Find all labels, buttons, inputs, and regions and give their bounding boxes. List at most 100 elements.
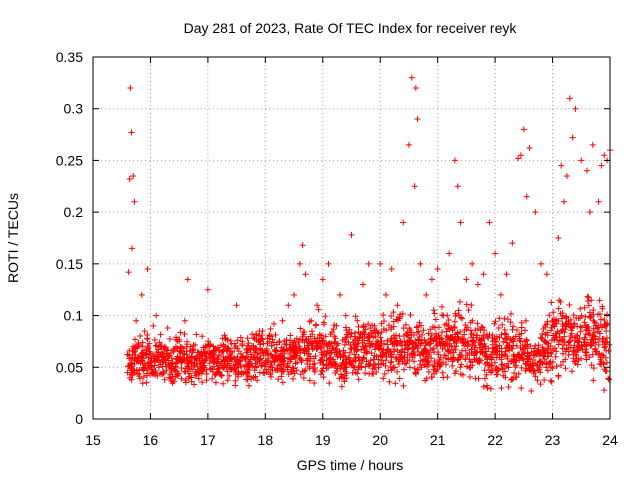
noise-point xyxy=(291,337,298,344)
noise-point xyxy=(443,328,450,335)
noise-point xyxy=(340,352,347,359)
data-point xyxy=(144,266,151,273)
noise-point xyxy=(505,360,512,367)
data-point xyxy=(130,172,137,179)
noise-point xyxy=(454,357,461,364)
data-point xyxy=(558,162,565,169)
noise-point xyxy=(220,380,227,387)
noise-point xyxy=(292,360,299,367)
noise-point xyxy=(343,359,350,366)
noise-point xyxy=(443,361,450,368)
noise-point xyxy=(352,337,359,344)
noise-point xyxy=(304,356,311,363)
noise-point xyxy=(228,340,235,347)
noise-point xyxy=(366,343,373,350)
noise-point xyxy=(533,350,540,357)
noise-point xyxy=(378,320,385,327)
noise-point xyxy=(532,373,539,380)
noise-point xyxy=(224,358,231,365)
noise-point xyxy=(236,358,243,365)
noise-point xyxy=(388,358,395,365)
noise-point xyxy=(463,363,470,370)
noise-point xyxy=(172,364,179,371)
noise-point xyxy=(232,377,239,384)
noise-point xyxy=(331,363,338,370)
noise-point xyxy=(561,339,568,346)
noise-point xyxy=(420,327,427,334)
noise-point xyxy=(368,350,375,357)
data-point xyxy=(291,291,298,298)
noise-point xyxy=(290,365,297,372)
noise-point xyxy=(381,370,388,377)
noise-point xyxy=(372,343,379,350)
noise-point xyxy=(264,340,271,347)
noise-point xyxy=(280,366,287,373)
noise-point xyxy=(496,315,503,322)
noise-point xyxy=(452,346,459,353)
noise-point xyxy=(400,332,407,339)
noise-point xyxy=(377,334,384,341)
noise-point xyxy=(203,353,210,360)
noise-point xyxy=(487,385,494,392)
noise-point xyxy=(411,358,418,365)
noise-point xyxy=(581,304,588,311)
noise-point xyxy=(401,346,408,353)
noise-point xyxy=(337,371,344,378)
noise-point xyxy=(292,355,299,362)
noise-point xyxy=(510,323,517,330)
noise-point xyxy=(343,334,350,341)
noise-point xyxy=(342,324,349,331)
noise-point xyxy=(395,317,402,324)
noise-point xyxy=(341,341,348,348)
noise-point xyxy=(592,348,599,355)
noise-point xyxy=(143,372,150,379)
noise-point xyxy=(445,356,452,363)
noise-point xyxy=(300,374,307,381)
noise-point xyxy=(247,351,254,358)
noise-point xyxy=(536,366,543,373)
noise-point xyxy=(166,374,173,381)
noise-point xyxy=(555,305,562,312)
noise-point xyxy=(143,379,150,386)
noise-point xyxy=(354,370,361,377)
noise-point xyxy=(392,380,399,387)
noise-point xyxy=(195,375,202,382)
noise-point xyxy=(193,361,200,368)
noise-point xyxy=(367,325,374,332)
data-point xyxy=(245,359,252,366)
noise-point xyxy=(372,327,379,334)
noise-point xyxy=(518,364,525,371)
noise-point xyxy=(311,368,318,375)
noise-point xyxy=(356,334,363,341)
noise-point xyxy=(435,332,442,339)
data-points xyxy=(124,74,613,376)
noise-point xyxy=(491,359,498,366)
x-tick-label: 17 xyxy=(200,432,216,448)
noise-point xyxy=(358,364,365,371)
noise-point xyxy=(509,326,516,333)
noise-point xyxy=(293,367,300,374)
noise-point xyxy=(534,362,541,369)
noise-point xyxy=(295,339,302,346)
y-tick-label: 0.1 xyxy=(64,308,84,324)
data-point xyxy=(451,157,458,164)
noise-point xyxy=(337,365,344,372)
noise-point xyxy=(366,333,373,340)
noise-point xyxy=(434,349,441,356)
noise-point xyxy=(544,340,551,347)
noise-point xyxy=(537,334,544,341)
noise-point xyxy=(502,348,509,355)
noise-point xyxy=(588,362,595,369)
noise-point xyxy=(540,326,547,333)
noise-point xyxy=(136,366,143,373)
noise-point xyxy=(173,334,180,341)
noise-point xyxy=(322,313,329,320)
noise-point xyxy=(483,348,490,355)
noise-point xyxy=(505,383,512,390)
noise-point xyxy=(453,340,460,347)
noise-point xyxy=(588,297,595,304)
noise-point xyxy=(603,347,610,354)
noise-point xyxy=(318,356,325,363)
noise-point xyxy=(292,344,299,351)
noise-point xyxy=(321,321,328,328)
